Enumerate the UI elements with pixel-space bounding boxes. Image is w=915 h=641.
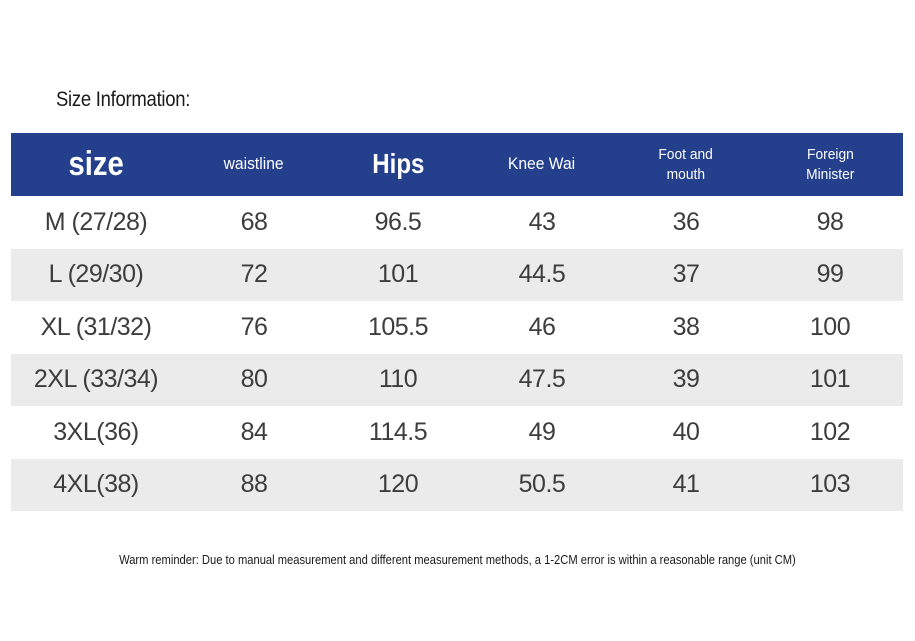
cell-waistline: 80 [240, 365, 268, 394]
cell-foot-mouth: 36 [672, 207, 700, 236]
cell-hips: 101 [377, 260, 419, 289]
cell-size: 2XL (33/34) [33, 365, 159, 394]
cell-hips: 120 [377, 470, 419, 499]
table-header-row: size waistline Hips Knee Wai Foot and mo… [11, 133, 903, 196]
cell-hips: 114.5 [368, 417, 428, 446]
header-knee-label: Knee Wai [508, 154, 576, 174]
cell-size: L (29/30) [48, 260, 144, 289]
cell-size: M (27/28) [44, 207, 148, 236]
measurement-reminder: Warm reminder: Due to manual measurement… [0, 552, 915, 567]
table-row: 4XL(38) 88 120 50.5 41 103 [11, 458, 903, 511]
header-waistline-label: waistline [223, 154, 284, 174]
header-foreign-minister-line2: Minister [805, 165, 855, 183]
cell-knee: 44.5 [518, 260, 566, 289]
cell-foreign-minister: 103 [809, 470, 851, 499]
header-foreign-minister: Foreign Minister [757, 133, 903, 196]
table-row: L (29/30) 72 101 44.5 37 99 [11, 248, 903, 301]
cell-hips: 96.5 [374, 207, 422, 236]
measurement-reminder-text: Warm reminder: Due to manual measurement… [119, 552, 796, 567]
cell-knee: 43 [528, 207, 556, 236]
header-size: size [11, 133, 181, 196]
header-foreign-minister-line1: Foreign [806, 146, 854, 163]
page-title: Size Information: [56, 88, 191, 111]
cell-foot-mouth: 38 [672, 312, 700, 341]
cell-knee: 47.5 [518, 365, 566, 394]
cell-hips: 110 [378, 365, 418, 394]
header-size-label: size [68, 145, 124, 184]
cell-foot-mouth: 40 [672, 417, 700, 446]
table-row: 3XL(36) 84 114.5 49 40 102 [11, 406, 903, 459]
cell-waistline: 68 [240, 207, 268, 236]
cell-foreign-minister: 101 [809, 365, 851, 394]
cell-size: XL (31/32) [40, 312, 152, 341]
header-hips-label: Hips [371, 148, 425, 180]
table-row: XL (31/32) 76 105.5 46 38 100 [11, 301, 903, 354]
header-knee: Knee Wai [469, 133, 615, 196]
cell-foot-mouth: 39 [672, 365, 700, 394]
cell-foreign-minister: 100 [809, 312, 851, 341]
header-foot-mouth-line1: Foot and [658, 146, 714, 163]
cell-size: 4XL(38) [53, 470, 139, 499]
cell-knee: 49 [528, 417, 556, 446]
cell-foot-mouth: 37 [672, 260, 700, 289]
cell-hips: 105.5 [367, 312, 429, 341]
cell-foreign-minister: 98 [816, 207, 844, 236]
cell-waistline: 76 [240, 312, 268, 341]
cell-waistline: 84 [240, 417, 268, 446]
header-foot-mouth-line2: mouth [666, 165, 706, 183]
cell-foreign-minister: 102 [809, 417, 851, 446]
header-foot-mouth: Foot and mouth [615, 133, 757, 196]
cell-knee: 50.5 [518, 470, 566, 499]
header-hips: Hips [327, 133, 469, 196]
table-row: 2XL (33/34) 80 110 47.5 39 101 [11, 353, 903, 406]
cell-knee: 46 [528, 312, 556, 341]
cell-foreign-minister: 99 [816, 260, 844, 289]
header-waistline: waistline [181, 133, 327, 196]
cell-waistline: 88 [240, 470, 268, 499]
size-chart-table: size waistline Hips Knee Wai Foot and mo… [11, 133, 903, 511]
table-row: M (27/28) 68 96.5 43 36 98 [11, 196, 903, 249]
cell-size: 3XL(36) [53, 417, 139, 446]
cell-foot-mouth: 41 [672, 470, 700, 499]
cell-waistline: 72 [240, 260, 268, 289]
